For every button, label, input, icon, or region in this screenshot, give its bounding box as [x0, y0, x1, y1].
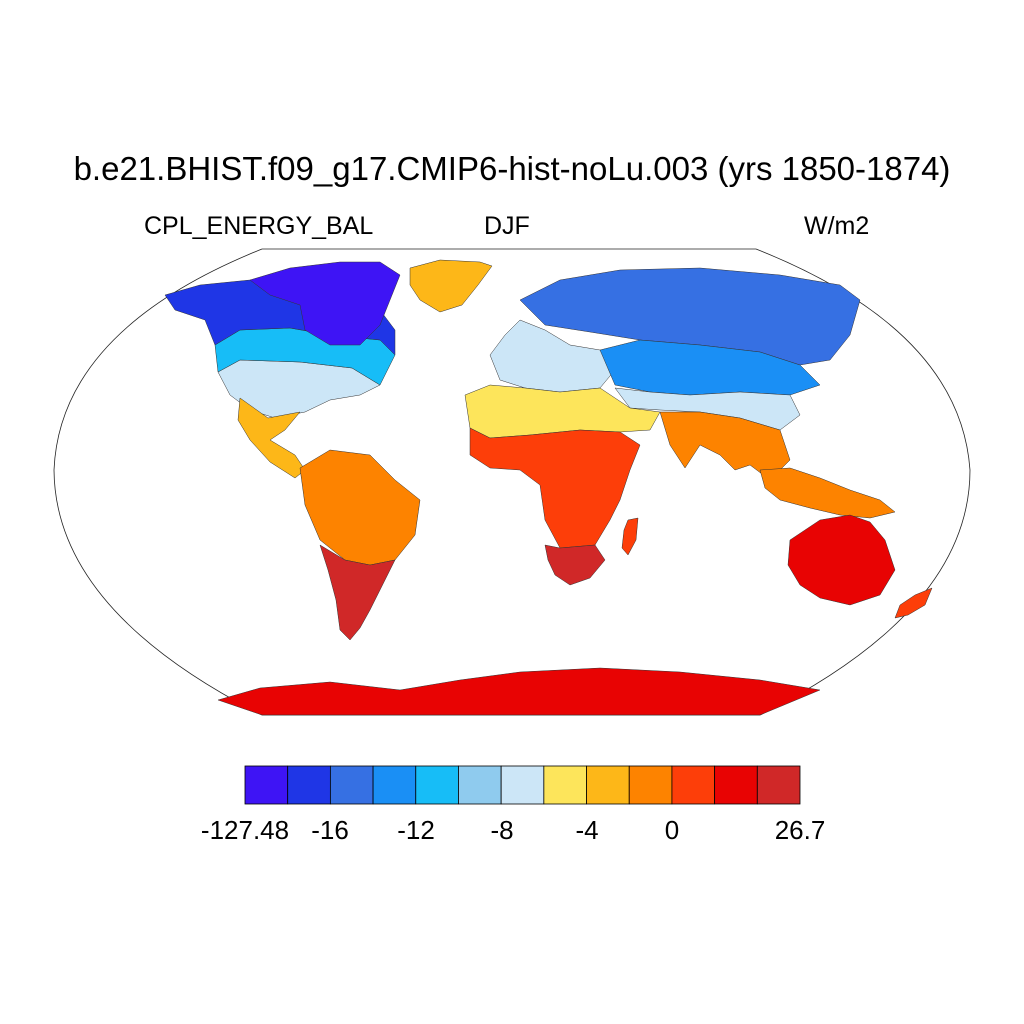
colorbar-tick-label: -16	[311, 815, 349, 845]
region-new-zealand	[894, 587, 933, 619]
region-greenland	[409, 259, 493, 313]
region-south-america-south	[319, 544, 396, 641]
colorbar-box	[671, 765, 716, 805]
colorbar-box	[586, 765, 630, 805]
colorbar-tick-label: 0	[664, 815, 680, 845]
colorbar-box	[628, 765, 673, 805]
region-asia-south-temperate	[614, 387, 801, 431]
colorbar-box	[372, 765, 417, 805]
colorbar-box	[458, 765, 502, 805]
colorbar-box	[244, 765, 289, 805]
region-north-america-arctic	[249, 261, 401, 346]
region-maritime-continent	[759, 467, 896, 519]
colorbar-box	[329, 765, 374, 805]
region-antarctica	[217, 667, 821, 716]
colorbar-tick-label: -127.48	[200, 815, 290, 845]
region-siberia	[519, 267, 861, 366]
colorbar-box	[500, 765, 545, 805]
season-label: DJF	[484, 212, 530, 240]
region-india-southeast-asia	[659, 411, 791, 481]
colorbar-box	[714, 765, 758, 805]
region-central-america	[237, 397, 306, 479]
colorbar-box	[287, 765, 331, 805]
colorbar-box	[756, 765, 801, 805]
colorbar	[244, 765, 801, 805]
region-asia-central	[599, 339, 821, 396]
colorbar-tick-label: -4	[575, 815, 599, 845]
colorbar-tick-label: -12	[397, 815, 435, 845]
units-label: W/m2	[804, 212, 870, 240]
variable-label: CPL_ENERGY_BAL	[144, 212, 374, 240]
plot-title: b.e21.BHIST.f09_g17.CMIP6-hist-noLu.003 …	[73, 150, 951, 187]
region-africa-central	[469, 427, 641, 549]
region-africa-south	[544, 544, 606, 586]
colorbar-tick-label: 26.7	[774, 815, 826, 845]
colorbar-box	[415, 765, 459, 805]
colorbar-tick-label: -8	[490, 815, 514, 845]
region-south-america-north	[299, 449, 421, 566]
colorbar-box	[543, 765, 587, 805]
region-australia	[787, 514, 896, 606]
region-madagascar	[621, 517, 639, 556]
